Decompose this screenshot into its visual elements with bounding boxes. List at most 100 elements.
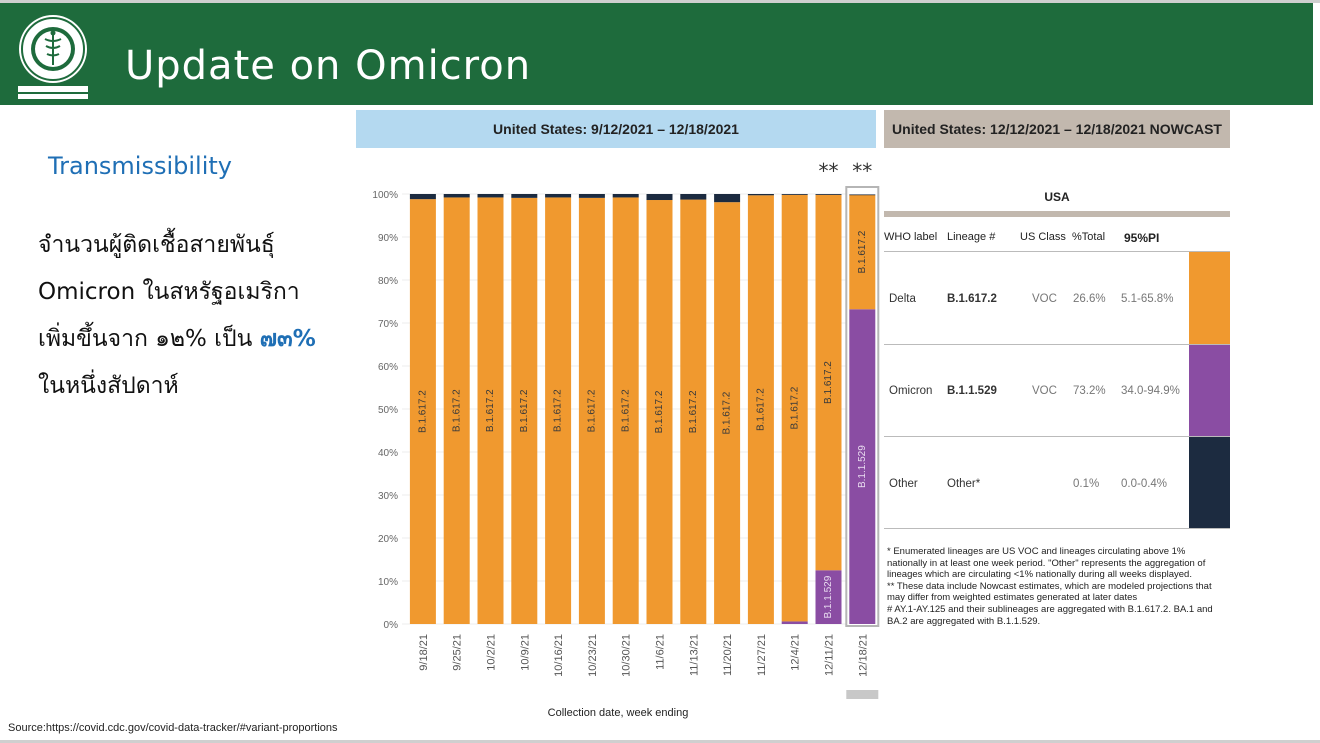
y-tick-label: 60% [378,362,398,373]
section-subheading: Transmissibility [48,152,232,180]
delta-color-swatch [1189,252,1230,344]
x-tick-label: 12/11/21 [824,634,836,676]
x-tick-label: 12/18/21 [857,634,869,677]
x-axis-label: Collection date, week ending [548,707,689,719]
cell-who: Other [889,478,918,490]
bar-segment [815,194,842,195]
bar-segment [477,197,504,624]
bar-segment [815,570,842,624]
table-divider [884,528,1230,529]
bar-segment [849,194,876,196]
ministry-seal-logo [18,15,88,99]
region-divider [884,211,1230,217]
bar-segment [545,194,572,198]
x-tick-label: 9/25/21 [452,634,464,671]
bar-segment [409,194,436,200]
y-tick-label: 0% [384,620,399,631]
y-tick-label: 30% [378,491,398,502]
cell-who: Omicron [889,385,933,397]
bar-segment [443,194,470,198]
table-divider [884,436,1230,437]
y-tick-label: 20% [378,534,398,545]
bar-segment-label: B.1.617.2 [688,390,699,433]
y-tick-label: 70% [378,319,398,330]
bar-segment [747,194,774,196]
x-tick-label: 11/20/21 [722,634,734,676]
bar-segment-label: B.1.617.2 [519,389,530,432]
bar-segment-label: B.1.617.2 [485,389,496,432]
nowcast-marker: ** [819,159,839,183]
nowcast-title-banner: United States: 12/12/2021 – 12/18/2021 N… [884,110,1230,148]
x-tick-label: 10/16/21 [553,634,565,677]
x-tick-label: 11/6/21 [655,634,667,670]
chart-title-banner: United States: 9/12/2021 – 12/18/2021 [356,110,876,148]
bar-segment [612,197,639,624]
y-tick-label: 10% [378,577,398,588]
cell-class: VOC [1032,385,1057,397]
footnote: * Enumerated lineages are US VOC and lin… [887,546,1206,581]
bar-segment [781,194,808,195]
slide-header: Update on Omicron [0,3,1313,105]
source-citation: Source:https://covid.cdc.gov/covid-data-… [8,722,338,734]
bar-segment [578,197,605,624]
bar-segment-label: B.1.617.2 [722,391,733,434]
bar-segment [511,194,538,198]
y-tick-label: 80% [378,276,398,287]
bar-segment [849,309,876,624]
cell-total: 73.2% [1073,385,1106,397]
scroll-tab [846,690,879,699]
bar-segment [646,200,673,624]
bar-segment-label: B.1.1.529 [823,575,834,618]
table-divider [884,251,1230,252]
col-header-total: %Total [1072,231,1106,243]
bar-segment [714,202,741,625]
cell-class: VOC [1032,293,1057,305]
y-tick-label: 40% [378,448,398,459]
bar-segment [781,621,808,624]
bottom-border [0,740,1320,743]
x-tick-label: 10/2/21 [486,634,498,671]
bar-segment [578,194,605,198]
bar-segment [849,194,876,310]
footnote: ** These data include Nowcast estimates,… [887,580,1212,604]
x-tick-label: 10/9/21 [519,634,531,671]
bar-segment [443,197,470,624]
other-color-swatch [1189,437,1230,528]
cell-pi: 0.0-0.4% [1121,478,1168,490]
table-divider [884,344,1230,345]
bar-segment-label: B.1.617.2 [654,390,665,433]
variant-proportion-chart: 0% 10% 20% 30% 40% 50% 60% 70% 80% 90% 100% B.1.617… [372,159,880,719]
cell-lineage: B.1.617.2 [947,293,997,305]
y-tick-label: 50% [378,405,398,416]
x-tick-label: 10/30/21 [621,634,633,677]
bar-segment-label: B.1.617.2 [857,230,868,273]
cell-total: 26.6% [1073,293,1106,305]
bar-segment-label: B.1.617.2 [587,389,598,432]
bar-segment [612,194,639,198]
thai-line-1: จำนวนผู้ติดเชื้อสายพันธุ์ [38,232,275,258]
x-tick-label: 10/23/21 [587,634,599,677]
bar-segment [680,199,707,624]
bar-segment-label: B.1.617.2 [620,389,631,432]
y-tick-label: 100% [372,190,398,201]
thai-summary: จำนวนผู้ติดเชื้อสายพันธุ์ Omicron ในสหรั… [38,222,358,410]
x-tick-label: 11/27/21 [756,634,768,676]
thai-line-3: เพิ่มขึ้นจาก ๑๒% เป็น ๗๓% [38,316,358,363]
thai-line-4: ในหนึ่งสัปดาห์ [38,373,179,399]
top-border [0,0,1320,3]
bar-segment-label: B.1.1.529 [857,445,868,488]
footnote: # AY.1-AY.125 and their sublineages are … [887,603,1213,627]
bar-segment [680,194,707,200]
cell-who: Delta [889,293,916,305]
nowcast-highlight-box [845,186,880,627]
page-title: Update on Omicron [125,43,532,89]
bar-segment-label: B.1.617.2 [756,388,767,431]
bar-segment [781,194,808,622]
region-label: USA [1044,190,1070,204]
bar-segment-label: B.1.617.2 [451,389,462,432]
bar-segment [714,194,741,203]
col-header-class: US Class [1020,231,1066,243]
bar-segment [409,199,436,624]
omicron-share-highlight: ๗๓% [259,326,316,352]
col-header-lineage: Lineage # [947,231,996,243]
